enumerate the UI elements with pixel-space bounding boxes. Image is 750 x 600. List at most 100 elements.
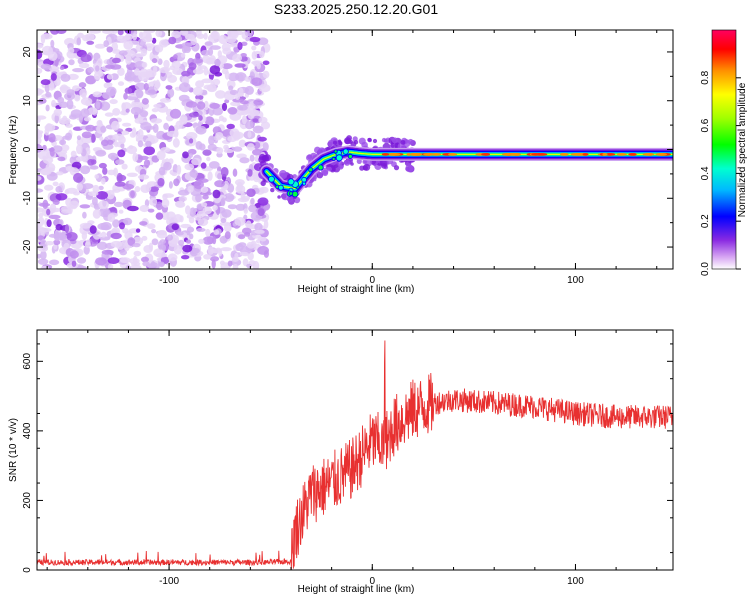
noise-blob [147,223,156,230]
noise-blob [79,222,92,229]
noise-blob [59,66,65,70]
noise-blob [200,49,211,56]
ridge-halo-blob [338,139,342,143]
noise-blob [168,181,173,189]
noise-blob [95,65,100,72]
noise-blob [79,204,91,209]
noise-blob [234,179,245,186]
noise-blob [96,191,108,200]
noise-blob [245,220,252,228]
ridge-transition-blob [331,156,336,161]
noise-blob [139,168,147,177]
noise-blob [66,89,75,96]
noise-blob [101,177,106,185]
noise-blob [75,156,87,162]
noise-blob [53,231,60,242]
noise-blob [161,210,170,220]
noise-blob [198,115,203,121]
noise-blob [122,183,135,190]
y-tick-label: 0 [22,146,33,152]
noise-blob [257,136,267,142]
noise-blob [217,50,222,58]
noise-blob [145,183,152,192]
ridge-hotspot [616,153,627,156]
noise-blob [259,50,265,59]
noise-blob [140,122,152,131]
noise-blob [214,180,226,188]
noise-blob [54,114,59,124]
noise-blob [167,74,178,83]
noise-blob [64,224,69,234]
noise-blob [130,190,135,198]
noise-blob [83,117,91,122]
noise-blob [81,183,94,190]
noise-blob [141,61,148,68]
noise-blob [57,96,65,104]
ridge-transition-blob [347,153,353,159]
ridge-hotspot [561,153,569,156]
ridge-hotspot [582,153,589,156]
noise-blob [220,218,227,223]
noise-blob [181,255,190,260]
noise-blob [208,161,220,169]
noise-blob [144,199,150,208]
noise-blob [124,87,133,94]
noise-blob [40,79,51,86]
ridge-hotspot [388,153,401,156]
ridge-transition-blob [277,184,284,191]
noise-blob [98,207,111,218]
x-tick-label: 100 [567,275,584,286]
noise-blob [37,49,43,60]
noise-blob [212,235,217,245]
noise-blob [200,186,209,193]
noise-blob [263,220,269,229]
noise-blob [157,229,167,236]
noise-blob [239,157,250,164]
noise-blob [52,145,63,153]
noise-blob [189,169,198,178]
noise-blob [112,219,120,228]
noise-blob [141,235,148,241]
noise-blob [155,30,163,38]
noise-blob [240,110,249,116]
noise-blob [203,84,213,90]
noise-blob [85,33,95,41]
ridge-hotspot [602,153,607,156]
noise-blob [161,198,170,208]
noise-blob [76,138,84,147]
noise-blob [224,231,231,240]
colorbar-label: Normalized spectral amplitude [737,82,748,217]
noise-blob [103,40,109,48]
noise-blob [78,82,87,88]
noise-blob [138,71,150,82]
ridge-halo-blob [346,135,352,141]
noise-blob [178,196,188,202]
noise-blob [76,144,83,155]
noise-blob [258,84,271,93]
ridge-halo-blob [350,162,354,166]
noise-blob [151,238,159,246]
noise-blob [45,162,56,172]
noise-blob [80,165,91,175]
noise-blob [246,188,256,197]
ridge-transition-blob [288,191,294,196]
noise-blob [106,139,114,145]
noise-blob [40,33,53,40]
noise-blob [173,54,178,60]
noise-blob [37,88,43,96]
noise-blob [66,99,74,110]
noise-blob [60,144,70,152]
noise-blob [151,108,159,113]
noise-blob [244,76,252,82]
noise-blob [112,184,118,192]
noise-blob [37,258,49,265]
noise-blob [107,134,116,140]
y-tick-label: 20 [22,46,33,58]
noise-blob [55,193,68,201]
noise-blob [114,181,126,187]
noise-blob [223,148,234,154]
noise-blob [45,91,52,98]
ridge-halo-blob [338,164,344,170]
noise-blob [207,33,220,44]
ridge-halo-blob [372,138,378,144]
